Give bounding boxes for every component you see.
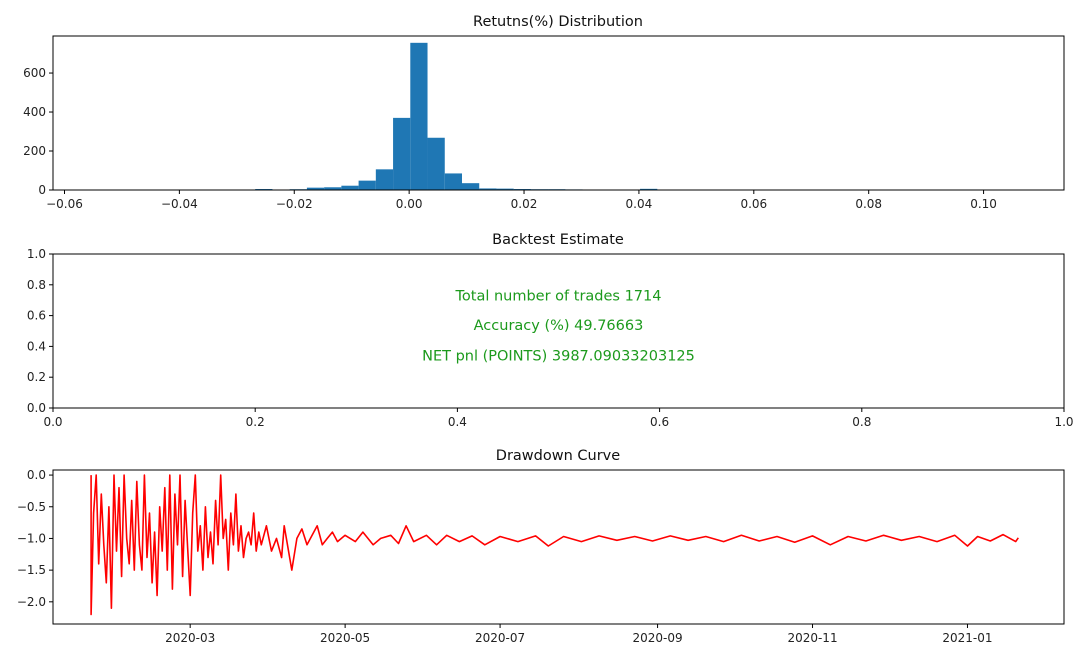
backtest-y-tick-label: 0.2 <box>27 370 46 384</box>
backtest-x-tick-label: 0.8 <box>852 415 871 429</box>
histogram-y-tick-label: 600 <box>23 66 46 80</box>
backtest-x-axis: 0.0 0.2 0.4 0.6 0.8 1.0 <box>43 408 1074 429</box>
histogram-title: Retutns(%) Distribution <box>473 14 643 30</box>
drawdown-x-axis: 2020-03 2020-05 2020-07 2020-09 2020-11 2021-… <box>165 624 993 645</box>
drawdown-y-tick-label: −1.5 <box>17 563 46 577</box>
drawdown-x-tick-label: 2021-01 <box>942 631 992 645</box>
backtest-y-tick-label: 1.0 <box>27 247 46 261</box>
drawdown-y-tick-label: −2.0 <box>17 595 46 609</box>
drawdown-x-tick-label: 2020-07 <box>475 631 525 645</box>
histogram-frame <box>52 35 1065 191</box>
drawdown-y-tick-label: −1.0 <box>17 531 46 545</box>
drawdown-y-tick-label: 0.0 <box>27 468 46 482</box>
histogram-bar <box>479 188 497 190</box>
histogram-y-tick-label: 400 <box>23 105 46 119</box>
metric-accuracy: Accuracy (%) 49.76663 <box>474 318 644 334</box>
histogram-x-tick-label: −0.06 <box>46 197 83 211</box>
backtest-y-tick-label: 0.4 <box>27 339 46 353</box>
backtest-x-tick-label: 0.0 <box>43 415 62 429</box>
histogram-x-tick-label: −0.02 <box>276 197 313 211</box>
backtest-frame <box>52 253 1065 409</box>
drawdown-frame <box>52 469 1065 625</box>
histogram-x-tick-label: −0.04 <box>161 197 198 211</box>
histogram-x-tick-label: 0.02 <box>511 197 538 211</box>
histogram-bar <box>444 173 462 190</box>
metric-total-trades: Total number of trades 1714 <box>455 289 662 305</box>
drawdown-line <box>90 474 1019 616</box>
histogram-bar <box>341 185 359 190</box>
backtest-estimate-panel: Backtest Estimate 0.0 0.2 0.4 0.6 0.8 1.0 0.0… <box>27 232 1074 429</box>
returns-histogram: Retutns(%) Distribution −0.06 −0.04 −0.02 0… <box>23 14 1065 211</box>
histogram-bar <box>306 187 325 190</box>
histogram-bar <box>427 137 445 190</box>
histogram-bar <box>496 188 514 190</box>
histogram-x-tick-label: 0.00 <box>396 197 423 211</box>
histogram-y-axis: 0 200 400 600 <box>23 66 53 197</box>
histogram-y-tick-label: 200 <box>23 144 46 158</box>
histogram-bar <box>640 188 658 190</box>
backtest-x-tick-label: 0.6 <box>650 415 669 429</box>
backtest-y-tick-label: 0.6 <box>27 309 46 323</box>
drawdown-x-tick-label: 2020-05 <box>320 631 370 645</box>
histogram-bar <box>324 187 342 190</box>
histogram-x-tick-label: 0.10 <box>970 197 997 211</box>
backtest-title: Backtest Estimate <box>492 232 624 248</box>
metric-net-pnl: NET pnl (POINTS) 3987.09033203125 <box>422 349 695 365</box>
histogram-x-tick-label: 0.04 <box>626 197 653 211</box>
histogram-x-axis: −0.06 −0.04 −0.02 0.00 0.02 0.04 0.06 0.08 0.10 <box>46 190 997 211</box>
histogram-y-tick-label: 0 <box>38 183 46 197</box>
histogram-x-tick-label: 0.08 <box>855 197 882 211</box>
backtest-metrics: Total number of trades 1714 Accuracy (%)… <box>422 289 695 365</box>
backtest-x-tick-label: 0.4 <box>448 415 467 429</box>
histogram-bar <box>461 183 480 190</box>
drawdown-y-axis: 0.0 −0.5 −1.0 −1.5 −2.0 <box>17 468 53 609</box>
histogram-bar <box>410 42 428 190</box>
histogram-bar <box>375 169 394 190</box>
drawdown-title: Drawdown Curve <box>496 448 620 464</box>
histogram-bar <box>393 117 411 190</box>
drawdown-chart: Drawdown Curve 2020-03 2020-05 2020-07 2020… <box>17 448 1065 645</box>
backtest-x-tick-label: 0.2 <box>246 415 265 429</box>
backtest-y-tick-label: 0.0 <box>27 401 46 415</box>
drawdown-x-tick-label: 2020-11 <box>787 631 837 645</box>
backtest-x-tick-label: 1.0 <box>1054 415 1073 429</box>
histogram-bar <box>358 180 376 190</box>
drawdown-x-tick-label: 2020-09 <box>632 631 682 645</box>
backtest-y-axis: 0.0 0.2 0.4 0.6 0.8 1.0 <box>27 247 53 415</box>
backtest-y-tick-label: 0.8 <box>27 278 46 292</box>
histogram-x-tick-label: 0.06 <box>740 197 767 211</box>
drawdown-y-tick-label: −0.5 <box>17 500 46 514</box>
drawdown-x-tick-label: 2020-03 <box>165 631 215 645</box>
